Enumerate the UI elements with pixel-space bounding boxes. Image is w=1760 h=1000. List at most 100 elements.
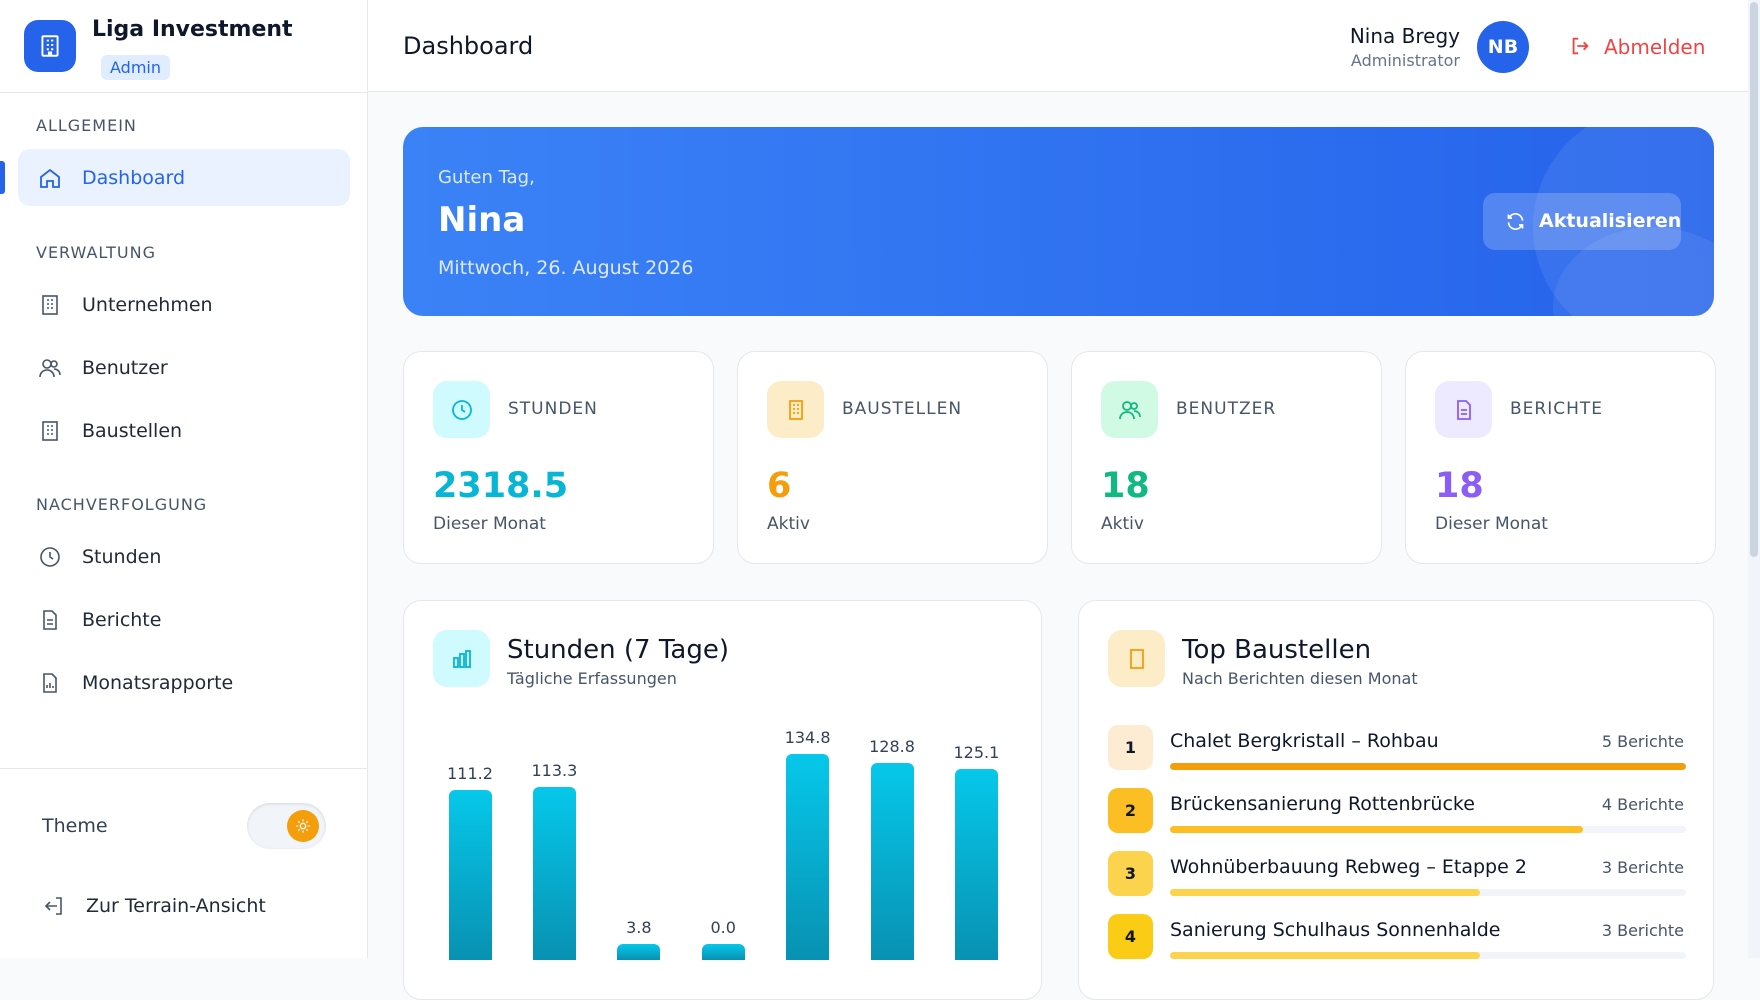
page-title: Dashboard xyxy=(403,32,534,60)
exit-icon xyxy=(44,897,62,915)
site-name: Chalet Bergkristall – Rohbau xyxy=(1170,730,1439,752)
hero-name: Nina xyxy=(438,200,526,240)
building-icon xyxy=(42,295,58,315)
reports-label: 3 Berichte xyxy=(1601,858,1684,877)
terrain-link[interactable]: Zur Terrain-Ansicht xyxy=(86,895,266,917)
nav-item[interactable]: Monatsrapporte xyxy=(82,672,234,694)
stat-label: BENUTZER xyxy=(1176,399,1277,419)
nav-item[interactable]: Stunden xyxy=(82,546,162,568)
section-title: ALLGEMEIN xyxy=(36,116,137,135)
sidebar: Liga Investment Admin ALLGEMEIN Dashboar… xyxy=(0,0,368,958)
progress-bar xyxy=(1170,889,1480,896)
rank: 1 xyxy=(1108,725,1153,770)
progress-bar xyxy=(1170,826,1583,833)
stat-value: 18 xyxy=(1101,466,1150,506)
sites-subtitle: Nach Berichten diesen Monat xyxy=(1182,669,1418,688)
stat-icon xyxy=(1435,381,1492,438)
hero: Guten Tag, Nina Mittwoch, 26. August 202… xyxy=(403,127,1714,316)
chart-title: Stunden (7 Tage) xyxy=(507,635,730,665)
greeting: Guten Tag, xyxy=(438,167,535,188)
nav-item[interactable]: Berichte xyxy=(82,609,162,631)
refresh-button[interactable]: Aktualisieren xyxy=(1483,193,1681,250)
stat-card: BAUSTELLEN 6 Aktiv xyxy=(737,351,1048,564)
bar xyxy=(532,786,576,960)
nav-item[interactable]: Dashboard xyxy=(82,167,186,189)
stat-note: Dieser Monat xyxy=(433,514,546,534)
stat-note: Aktiv xyxy=(1101,514,1144,534)
stat-icon xyxy=(767,381,824,438)
button-label: Aktualisieren xyxy=(1539,210,1682,232)
logout[interactable]: Abmelden xyxy=(1604,35,1706,59)
site-name: Brückensanierung Rottenbrücke xyxy=(1170,793,1475,815)
stat-card: BERICHTE 18 Dieser Monat xyxy=(1405,351,1716,564)
theme-toggle[interactable] xyxy=(247,803,326,849)
rank: 3 xyxy=(1108,851,1153,896)
bar-label: 0.0 xyxy=(710,918,736,937)
bar xyxy=(701,944,745,960)
nav-item-active[interactable] xyxy=(18,149,350,206)
reports-label: 4 Berichte xyxy=(1601,795,1684,814)
active-indicator xyxy=(0,161,5,194)
stat-value: 6 xyxy=(767,466,792,506)
stat-value: 2318.5 xyxy=(433,466,569,506)
bar-label: 3.8 xyxy=(626,918,652,937)
building-icon xyxy=(42,421,58,441)
header xyxy=(368,0,1748,92)
bar xyxy=(617,944,661,960)
role-badge: Admin xyxy=(101,55,170,80)
site-name: Sanierung Schulhaus Sonnenhalde xyxy=(1170,919,1501,941)
hero-date: Mittwoch, 26. August 2026 xyxy=(438,257,694,279)
stat-label: STUNDEN xyxy=(508,399,598,419)
divider xyxy=(0,92,368,93)
clock-icon xyxy=(40,547,60,567)
scroll-thumb[interactable] xyxy=(1750,2,1758,557)
report-icon xyxy=(43,673,57,693)
sites-title: Top Baustellen xyxy=(1182,635,1372,665)
nav-item[interactable]: Unternehmen xyxy=(82,294,213,316)
stat-note: Aktiv xyxy=(767,514,810,534)
bar xyxy=(870,763,914,960)
stat-card: BENUTZER 18 Aktiv xyxy=(1071,351,1382,564)
stat-icon xyxy=(433,381,490,438)
avatar[interactable]: NB xyxy=(1477,21,1529,73)
toggle-knob xyxy=(287,810,319,842)
bar-label: 113.3 xyxy=(531,760,578,780)
progress-bar xyxy=(1170,763,1686,770)
bar-label: 128.8 xyxy=(869,737,915,757)
bar-label: 111.2 xyxy=(447,764,493,784)
bar-label: 125.1 xyxy=(953,742,1000,762)
users-icon xyxy=(39,359,61,378)
user-role: Administrator xyxy=(1350,51,1460,70)
nav-item[interactable]: Benutzer xyxy=(82,357,168,379)
reports-label: 5 Berichte xyxy=(1601,732,1684,751)
stat-note: Dieser Monat xyxy=(1435,514,1548,534)
nav-item[interactable]: Baustellen xyxy=(82,420,183,442)
logo xyxy=(24,20,76,72)
user-name: Nina Bregy xyxy=(1349,24,1460,48)
section-title: VERWALTUNG xyxy=(36,243,156,262)
top-sites-card: Top Baustellen Nach Berichten diesen Mon… xyxy=(1078,600,1714,1000)
rank: 2 xyxy=(1108,788,1153,833)
reports-label: 3 Berichte xyxy=(1601,921,1684,940)
main: Dashboard Nina Bregy Administrator NB Ab… xyxy=(368,0,1760,1000)
chart-card: Stunden (7 Tage) Tägliche Erfassungen 11… xyxy=(403,600,1042,1000)
chart-subtitle: Tägliche Erfassungen xyxy=(507,669,677,688)
sites-icon xyxy=(1108,630,1165,687)
bar xyxy=(448,790,492,960)
theme-label: Theme xyxy=(42,815,108,837)
scrollbar xyxy=(1748,0,1760,958)
doc-icon xyxy=(43,610,57,630)
logout-icon xyxy=(1572,37,1589,55)
stat-icon xyxy=(1101,381,1158,438)
divider xyxy=(0,768,368,769)
stat-value: 18 xyxy=(1435,466,1484,506)
bar xyxy=(786,753,830,960)
section-title: NACHVERFOLGUNG xyxy=(36,495,208,514)
chart-icon xyxy=(433,630,490,687)
bar-label: 134.8 xyxy=(784,727,831,747)
stat-label: BERICHTE xyxy=(1510,399,1604,419)
stat-label: BAUSTELLEN xyxy=(842,399,963,419)
brand: Liga Investment xyxy=(92,17,293,42)
progress-bar xyxy=(1170,952,1480,959)
